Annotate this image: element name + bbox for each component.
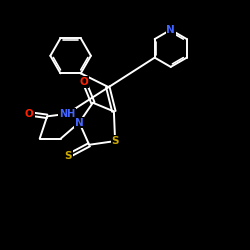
Text: N: N	[75, 118, 84, 128]
Text: N: N	[166, 25, 175, 35]
Text: O: O	[80, 77, 88, 87]
Text: O: O	[25, 109, 34, 119]
Text: S: S	[64, 151, 72, 161]
Text: S: S	[111, 136, 119, 146]
Text: NH: NH	[59, 109, 75, 119]
